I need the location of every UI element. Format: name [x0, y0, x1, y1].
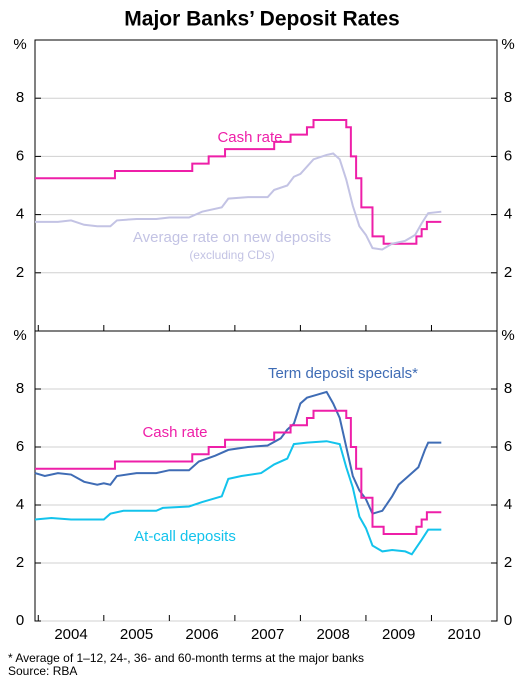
panel-frame [34, 330, 498, 622]
y-tick-label: 2 [16, 554, 24, 571]
series-label: Cash rate [142, 424, 207, 441]
x-tick-label: 2004 [54, 626, 87, 643]
x-tick-label: 2005 [120, 626, 153, 643]
y-tick-label: 4 [16, 496, 24, 513]
x-tick-label: 2008 [316, 626, 349, 643]
footnote: * Average of 1–12, 24-, 36- and 60-month… [8, 651, 364, 665]
y-tick-label: 0 [16, 612, 24, 629]
series-line [35, 409, 442, 535]
y-unit-left: % [13, 36, 26, 53]
y-unit-right: % [501, 36, 514, 53]
series-label: Cash rate [217, 129, 282, 146]
y-tick-label: 6 [504, 147, 512, 164]
series-line [34, 440, 442, 556]
y-tick-label: 6 [16, 147, 24, 164]
x-tick-label: 2009 [382, 626, 415, 643]
y-tick-label: 2 [504, 554, 512, 571]
y-tick-label: 0 [504, 612, 512, 629]
series-label: Term deposit specials* [268, 365, 418, 382]
y-tick-label: 6 [504, 438, 512, 455]
series-label: Average rate on new deposits [133, 229, 331, 246]
y-tick-label: 8 [504, 380, 512, 397]
y-tick-label: 4 [504, 496, 512, 513]
series-note: (excluding CDs) [189, 248, 274, 262]
y-unit-left: % [13, 327, 26, 344]
source: Source: RBA [8, 664, 77, 678]
y-tick-label: 4 [504, 206, 512, 223]
series-label: At-call deposits [134, 528, 236, 545]
series-line [35, 152, 442, 251]
series-line [34, 390, 442, 515]
x-tick-label: 2010 [448, 626, 481, 643]
y-tick-label: 8 [504, 89, 512, 106]
y-tick-label: 2 [504, 264, 512, 281]
y-tick-label: 4 [16, 206, 24, 223]
panel-frame [34, 39, 498, 332]
y-tick-label: 2 [16, 264, 24, 281]
chart-title: Major Banks’ Deposit Rates [124, 8, 399, 31]
y-tick-label: 8 [16, 380, 24, 397]
y-tick-label: 6 [16, 438, 24, 455]
series-line [35, 119, 442, 245]
x-tick-label: 2006 [185, 626, 218, 643]
x-tick-label: 2007 [251, 626, 284, 643]
y-tick-label: 8 [16, 89, 24, 106]
y-unit-right: % [501, 327, 514, 344]
